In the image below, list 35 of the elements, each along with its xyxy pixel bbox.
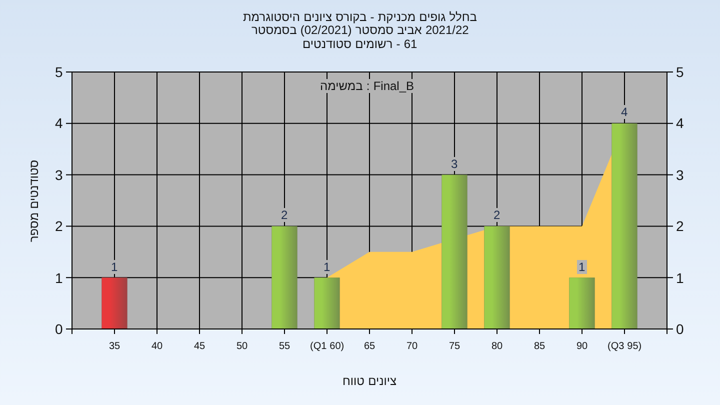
- data-label: 1: [324, 260, 330, 274]
- x-tick-label: (Q1 60): [310, 340, 344, 352]
- y-tick-label: 1: [55, 270, 63, 286]
- y-axis-title: מספר סטודנטים: [27, 159, 42, 242]
- y2-tick-label: 3: [676, 166, 684, 183]
- data-label: 1: [111, 260, 118, 274]
- y2-tick-label: 4: [676, 115, 684, 132]
- y2-tick-label: 2: [676, 218, 684, 234]
- x-tick-label: 80: [492, 340, 503, 352]
- x-tick-label: 90: [576, 340, 588, 352]
- y2-tick-label: 5: [676, 64, 684, 80]
- x-tick-label: 70: [406, 340, 418, 352]
- data-label: 4: [621, 105, 628, 120]
- x-tick-label: 65: [364, 340, 376, 352]
- x-tick-label: 55: [279, 340, 290, 352]
- y2-tick-label: 1: [676, 270, 684, 286]
- y-tick-label: 5: [55, 64, 63, 80]
- data-label: 2: [494, 208, 500, 222]
- data-label: 3: [451, 156, 458, 171]
- x-axis-title: טווח ציונים: [342, 374, 397, 388]
- data-label: 1: [578, 260, 586, 274]
- y-tick-label: 3: [55, 166, 63, 183]
- x-tick-label: 45: [194, 340, 206, 352]
- data-label: 2: [281, 208, 288, 222]
- x-tick-label: 50: [236, 340, 248, 352]
- y-tick-label: 2: [55, 218, 63, 234]
- x-tick-label: 85: [534, 340, 546, 352]
- y-tick-label: 0: [55, 321, 63, 337]
- x-tick-label: 75: [449, 340, 460, 352]
- chart-title: היסטוגרמת ציונים בקורס - מכניקת גופים בחלל: [243, 10, 477, 24]
- x-tick-label: 35: [109, 340, 120, 352]
- y2-tick-label: 0: [676, 321, 684, 337]
- x-tick-label: 40: [152, 340, 163, 352]
- x-tick-label: (Q3 95): [608, 340, 642, 352]
- y-tick-label: 4: [55, 115, 63, 132]
